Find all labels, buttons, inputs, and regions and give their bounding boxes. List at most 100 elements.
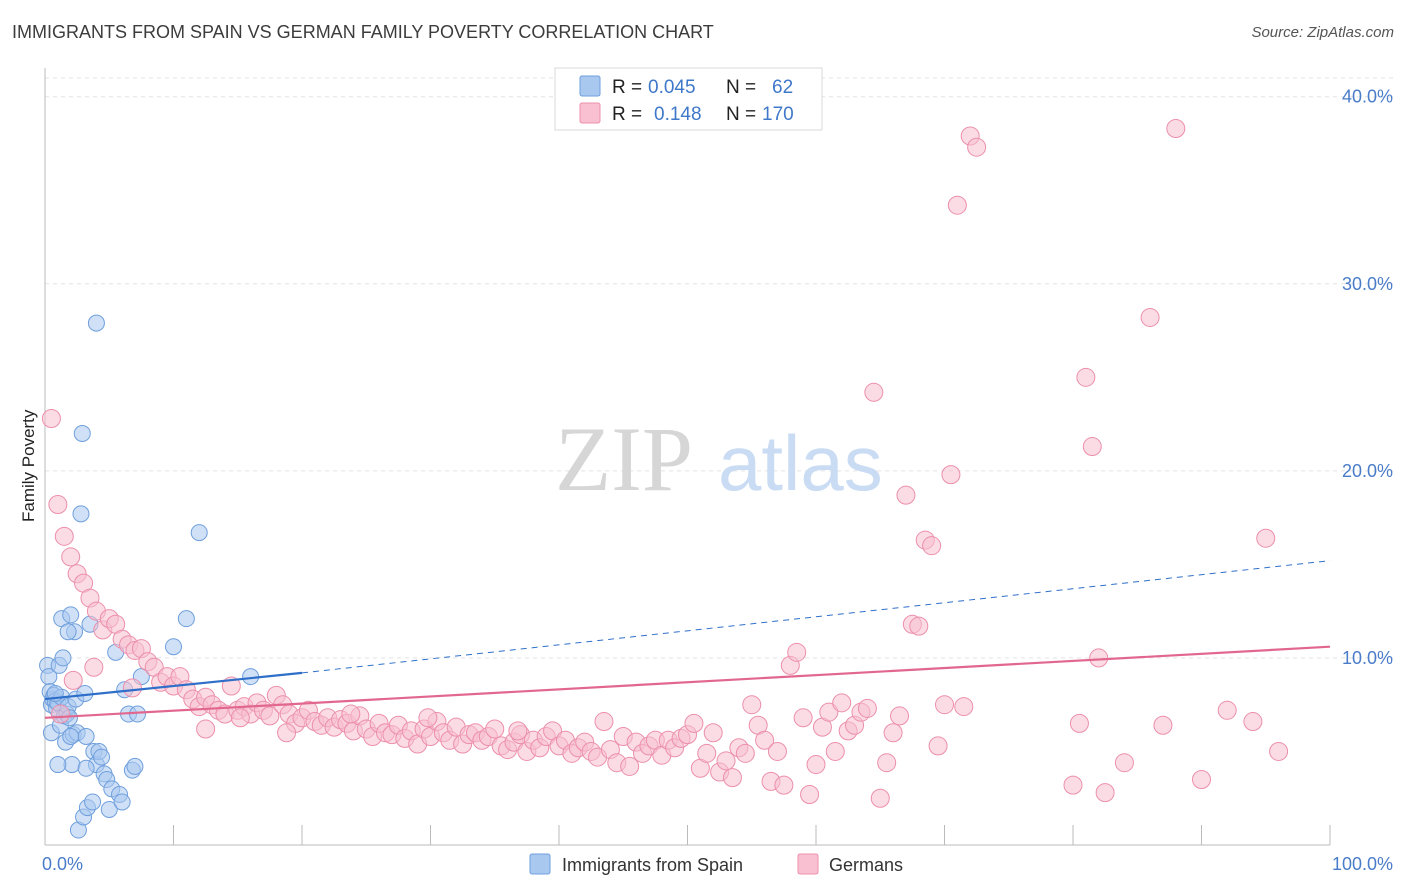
germans-point	[941, 465, 961, 485]
legend-n-label-2: N =	[726, 104, 756, 125]
germans-point	[684, 713, 704, 733]
trend-lines	[44, 560, 1331, 719]
germans-point	[832, 693, 852, 713]
y-tick-label: 10.0%	[1342, 648, 1393, 668]
germans-point	[1256, 528, 1276, 548]
legend-n-label-1: N =	[726, 77, 756, 98]
germans-point	[1076, 367, 1096, 387]
source-label: Source: ZipAtlas.com	[1251, 24, 1394, 41]
spain-point	[54, 649, 72, 667]
spain-point	[72, 505, 90, 523]
watermark-zip: ZIP	[555, 408, 693, 510]
germans-point	[819, 702, 839, 722]
germans-point	[63, 670, 83, 690]
germans-point	[742, 695, 762, 715]
germans-point	[277, 723, 297, 743]
trend-line-0	[44, 671, 303, 701]
germans-point	[697, 743, 717, 763]
x-tick-label: 100.0%	[1332, 854, 1393, 874]
y-tick-label: 20.0%	[1342, 461, 1393, 481]
legend-n-value-2: 170	[762, 104, 794, 125]
germans-point	[877, 753, 897, 773]
spain-point	[87, 314, 105, 332]
germans-point	[703, 723, 723, 743]
bottom-legend-label-spain: Immigrants from Spain	[562, 855, 743, 875]
legend-r-value-1: 0.045	[648, 77, 696, 98]
spain-point	[63, 756, 81, 774]
spain-point	[100, 800, 118, 818]
germans-point	[1089, 648, 1109, 668]
y-tick-label: 40.0%	[1342, 87, 1393, 107]
germans-point	[620, 756, 640, 776]
germans-point	[947, 195, 967, 215]
germans-point	[50, 704, 70, 724]
germans-point	[1095, 783, 1115, 803]
germans-point	[716, 751, 736, 771]
germans-point	[1269, 741, 1289, 761]
spain-point	[84, 793, 102, 811]
germans-point	[935, 695, 954, 715]
germans-point	[196, 719, 216, 739]
germans-point	[1217, 700, 1237, 720]
germans-point	[928, 736, 948, 756]
germans-point	[1063, 775, 1083, 795]
legend-r-label-1: R =	[612, 77, 642, 98]
germans-point	[1082, 437, 1102, 457]
germans-point	[825, 741, 845, 761]
gridlines	[45, 77, 1395, 659]
axes	[44, 68, 1331, 846]
germans-point	[122, 678, 142, 698]
legend-r-label-2: R =	[612, 104, 642, 125]
germans-point	[857, 698, 877, 718]
y-axis-label: Family Poverty	[19, 409, 38, 522]
chart-title: IMMIGRANTS FROM SPAIN VS GERMAN FAMILY P…	[12, 22, 714, 42]
spain-point	[113, 793, 131, 811]
germans-point	[954, 697, 974, 717]
legend-n-value-1: 62	[772, 77, 793, 98]
germans-point	[341, 704, 361, 724]
spain-point	[73, 424, 91, 442]
germans-point	[896, 485, 916, 505]
legend-swatch-spain	[579, 75, 601, 97]
germans-point	[230, 708, 250, 728]
spain-point	[93, 748, 111, 766]
spain-point	[59, 623, 77, 641]
germans-point	[1114, 753, 1134, 773]
germans-point	[1243, 712, 1263, 732]
germans-point	[61, 547, 81, 567]
spain-point	[49, 756, 67, 774]
germans-point	[1153, 715, 1173, 735]
germans-point	[418, 708, 438, 728]
germans-point	[755, 730, 775, 750]
legend-swatch-germans	[579, 102, 601, 124]
germans-point	[54, 526, 74, 546]
germans-point	[1140, 307, 1160, 327]
germans-point	[1166, 119, 1186, 139]
germans-point	[735, 743, 755, 763]
spain-point	[190, 524, 208, 542]
germans-point	[508, 721, 528, 741]
germans-point	[967, 137, 987, 157]
y-tick-label: 30.0%	[1342, 274, 1393, 294]
spain-point	[165, 638, 182, 656]
germans-point	[767, 741, 787, 761]
germans-point	[84, 657, 104, 677]
trend-line-extension-0	[301, 560, 1331, 674]
germans-point	[800, 784, 820, 804]
germans-point	[1192, 770, 1211, 790]
germans-point	[48, 495, 68, 515]
legend-box: R = 0.045 N = 62 R = 0.148 N = 170	[554, 67, 823, 131]
legend-r-value-2: 0.148	[654, 104, 702, 125]
y-tick-labels: 10.0% 20.0% 30.0% 40.0%	[1342, 87, 1393, 668]
germans-point	[1069, 713, 1089, 733]
spain-point	[62, 727, 80, 745]
germans-point	[922, 536, 942, 556]
germans-point	[909, 616, 929, 636]
germans-point	[594, 712, 614, 732]
spain-point	[77, 759, 95, 777]
series-germans	[41, 119, 1289, 808]
x-tick-labels: 0.0% 100.0%	[42, 854, 1393, 874]
germans-point	[806, 755, 826, 775]
spain-point	[177, 610, 195, 628]
